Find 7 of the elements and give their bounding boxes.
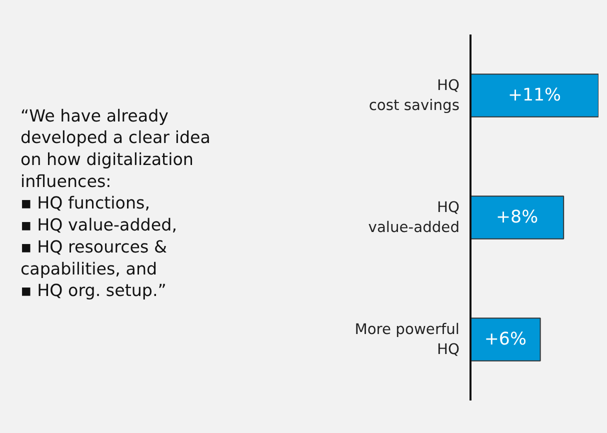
data-label: +6% xyxy=(484,330,526,350)
text: “We have already developed a clear idea on how digitalization influences: ▪ HQ functions, ▪ HQ value-added, ▪ HQ resources & capabilities, and ▪ HQ org. setup.” xyxy=(20,106,210,300)
data-label: +8% xyxy=(496,208,538,228)
y-tick-label: HQ cost savings xyxy=(368,76,460,114)
data-label: +11% xyxy=(508,86,562,106)
y-tick-label: HQ value-added xyxy=(368,198,460,236)
y-tick-label: More powerful HQ xyxy=(354,320,460,358)
